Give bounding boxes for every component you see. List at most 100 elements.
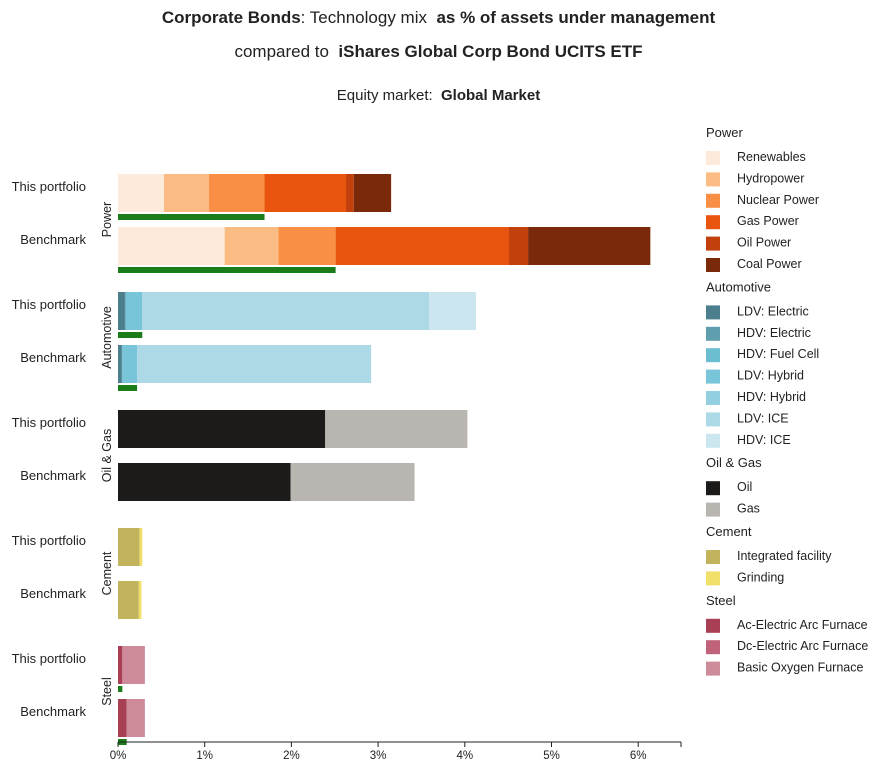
bar-automotive-this-portfolio-hdv-electric (124, 292, 126, 330)
x-tick-label-2: 2% (283, 750, 300, 762)
bar-automotive-this-portfolio-ldv-electric (118, 292, 125, 330)
legend-swatch-integrated-facility (706, 550, 720, 564)
bar-oil-gas-this-portfolio-oil (118, 410, 326, 448)
bar-steel-benchmark-ac-electric-arc-furnace (118, 699, 127, 737)
sector-label-cement: Cement (100, 551, 114, 595)
legend-label-ldv-hybrid: LDV: Hybrid (737, 369, 804, 383)
legend-label-renewables: Renewables (737, 150, 806, 164)
legend-swatch-ldv-ice (706, 412, 720, 427)
bar-power-benchmark-hydropower (224, 227, 279, 265)
chart-title-line2: compared to iShares Global Corp Bond UCI… (0, 42, 877, 62)
bar-automotive-this-portfolio-hdv-ice (429, 292, 477, 330)
legend-label-gas-power: Gas Power (737, 214, 799, 228)
x-tick-label-3: 3% (370, 750, 387, 762)
bar-power-benchmark-renewables (118, 227, 225, 265)
bar-automotive-this-portfolio-ldv-ice (142, 292, 430, 330)
bar-power-this-portfolio-gas-power (264, 174, 347, 212)
title-subject: : Technology mix (300, 8, 427, 27)
legend-swatch-hdv-ice (706, 433, 720, 448)
bar-cement-benchmark-integrated-facility (118, 581, 139, 619)
legend-heading-automotive: Automotive (706, 279, 771, 294)
row-label-automotive-this-portfolio: This portfolio (12, 297, 86, 312)
legend-swatch-gas-power (706, 215, 720, 230)
legend-label-hdv-electric: HDV: Electric (737, 326, 811, 340)
legend-swatch-grinding (706, 571, 720, 586)
bar-automotive-benchmark-ldv-hybrid (122, 345, 138, 383)
legend-label-oil: Oil (737, 480, 752, 494)
legend-swatch-hdv-fuel-cell (706, 348, 720, 363)
row-label-oil-gas-this-portfolio: This portfolio (12, 415, 86, 430)
x-tick-label-0: 0% (110, 750, 127, 762)
legend-swatch-ldv-hybrid (706, 369, 720, 384)
row-label-power-this-portfolio: This portfolio (12, 179, 86, 194)
legend-label-basic-oxygen-furnace: Basic Oxygen Furnace (737, 661, 863, 675)
legend-label-gas: Gas (737, 502, 760, 516)
low-carbon-bar-steel-this-portfolio (118, 686, 123, 692)
title-benchmark-name: iShares Global Corp Bond UCITS ETF (338, 42, 643, 61)
bar-power-this-portfolio-oil-power (346, 174, 354, 212)
bar-power-this-portfolio-nuclear-power (209, 174, 265, 212)
legend-label-hdv-fuel-cell: HDV: Fuel Cell (737, 347, 819, 361)
legend-label-coal-power: Coal Power (737, 257, 802, 271)
bar-power-benchmark-oil-power (509, 227, 529, 265)
row-label-power-benchmark: Benchmark (20, 232, 86, 247)
bar-cement-this-portfolio-integrated-facility (118, 528, 140, 566)
low-carbon-bar-automotive-this-portfolio (118, 332, 143, 338)
subtitle-prefix: Equity market: (336, 87, 433, 104)
x-tick-label-6: 6% (630, 750, 647, 762)
legend-swatch-hdv-electric (706, 326, 720, 341)
legend-label-hdv-hybrid: HDV: Hybrid (737, 390, 806, 404)
legend-swatch-ac-electric-arc-furnace (706, 618, 720, 633)
bar-cement-this-portfolio-grinding (139, 528, 143, 566)
row-label-cement-benchmark: Benchmark (20, 586, 86, 601)
legend-swatch-renewables (706, 151, 720, 165)
bar-oil-gas-this-portfolio-gas (325, 410, 468, 448)
bar-power-benchmark-nuclear-power (278, 227, 336, 265)
bar-automotive-benchmark-hdv-electric (121, 345, 123, 383)
row-label-cement-this-portfolio: This portfolio (12, 533, 86, 548)
chart-title-line1: Corporate Bonds: Technology mix as % of … (0, 8, 877, 28)
legend-swatch-basic-oxygen-furnace (706, 661, 720, 676)
bar-power-benchmark-gas-power (335, 227, 510, 265)
x-tick-label-4: 4% (456, 750, 473, 762)
legend-label-nuclear-power: Nuclear Power (737, 193, 819, 207)
legend-heading-steel: Steel (706, 593, 736, 608)
sector-label-steel: Steel (100, 677, 114, 706)
chart-subtitle: Equity market: Global Market (0, 87, 877, 104)
legend-swatch-oil (706, 481, 720, 496)
sector-label-automotive: Automotive (100, 306, 114, 369)
legend-swatch-oil-power (706, 236, 720, 251)
bar-oil-gas-benchmark-oil (118, 463, 291, 501)
legend-label-integrated-facility: Integrated facility (737, 549, 832, 563)
row-label-steel-this-portfolio: This portfolio (12, 651, 86, 666)
legend-label-hydropower: Hydropower (737, 171, 804, 185)
sector-label-power: Power (100, 202, 114, 237)
legend-label-grinding: Grinding (737, 570, 784, 584)
low-carbon-bar-power-this-portfolio (118, 214, 265, 220)
legend-heading-oil-gas: Oil & Gas (706, 455, 762, 470)
legend-swatch-ldv-electric (706, 305, 720, 320)
low-carbon-bar-automotive-benchmark (118, 385, 138, 391)
bar-oil-gas-benchmark-gas (290, 463, 415, 501)
legend-label-ldv-electric: LDV: Electric (737, 304, 809, 318)
title-metric: as % of assets under management (436, 8, 716, 27)
legend-label-dc-electric-arc-furnace: Dc-Electric Arc Furnace (737, 639, 868, 653)
legend-swatch-gas (706, 502, 720, 517)
bar-cement-benchmark-grinding (138, 581, 142, 619)
bar-power-benchmark-coal-power (528, 227, 651, 265)
bar-automotive-benchmark-ldv-electric (118, 345, 122, 383)
title-compare-prefix: compared to (234, 42, 329, 61)
bar-power-this-portfolio-renewables (118, 174, 164, 212)
row-label-oil-gas-benchmark: Benchmark (20, 468, 86, 483)
legend-label-ac-electric-arc-furnace: Ac-Electric Arc Furnace (737, 618, 868, 632)
row-label-automotive-benchmark: Benchmark (20, 350, 86, 365)
legend-heading-cement: Cement (706, 524, 752, 539)
bar-power-this-portfolio-hydropower (163, 174, 210, 212)
x-tick-label-1: 1% (196, 750, 213, 762)
legend-swatch-hdv-hybrid (706, 391, 720, 405)
bar-automotive-this-portfolio-ldv-hybrid (125, 292, 143, 330)
x-tick-label-5: 5% (543, 750, 560, 762)
row-label-steel-benchmark: Benchmark (20, 704, 86, 719)
legend-swatch-dc-electric-arc-furnace (706, 640, 720, 655)
